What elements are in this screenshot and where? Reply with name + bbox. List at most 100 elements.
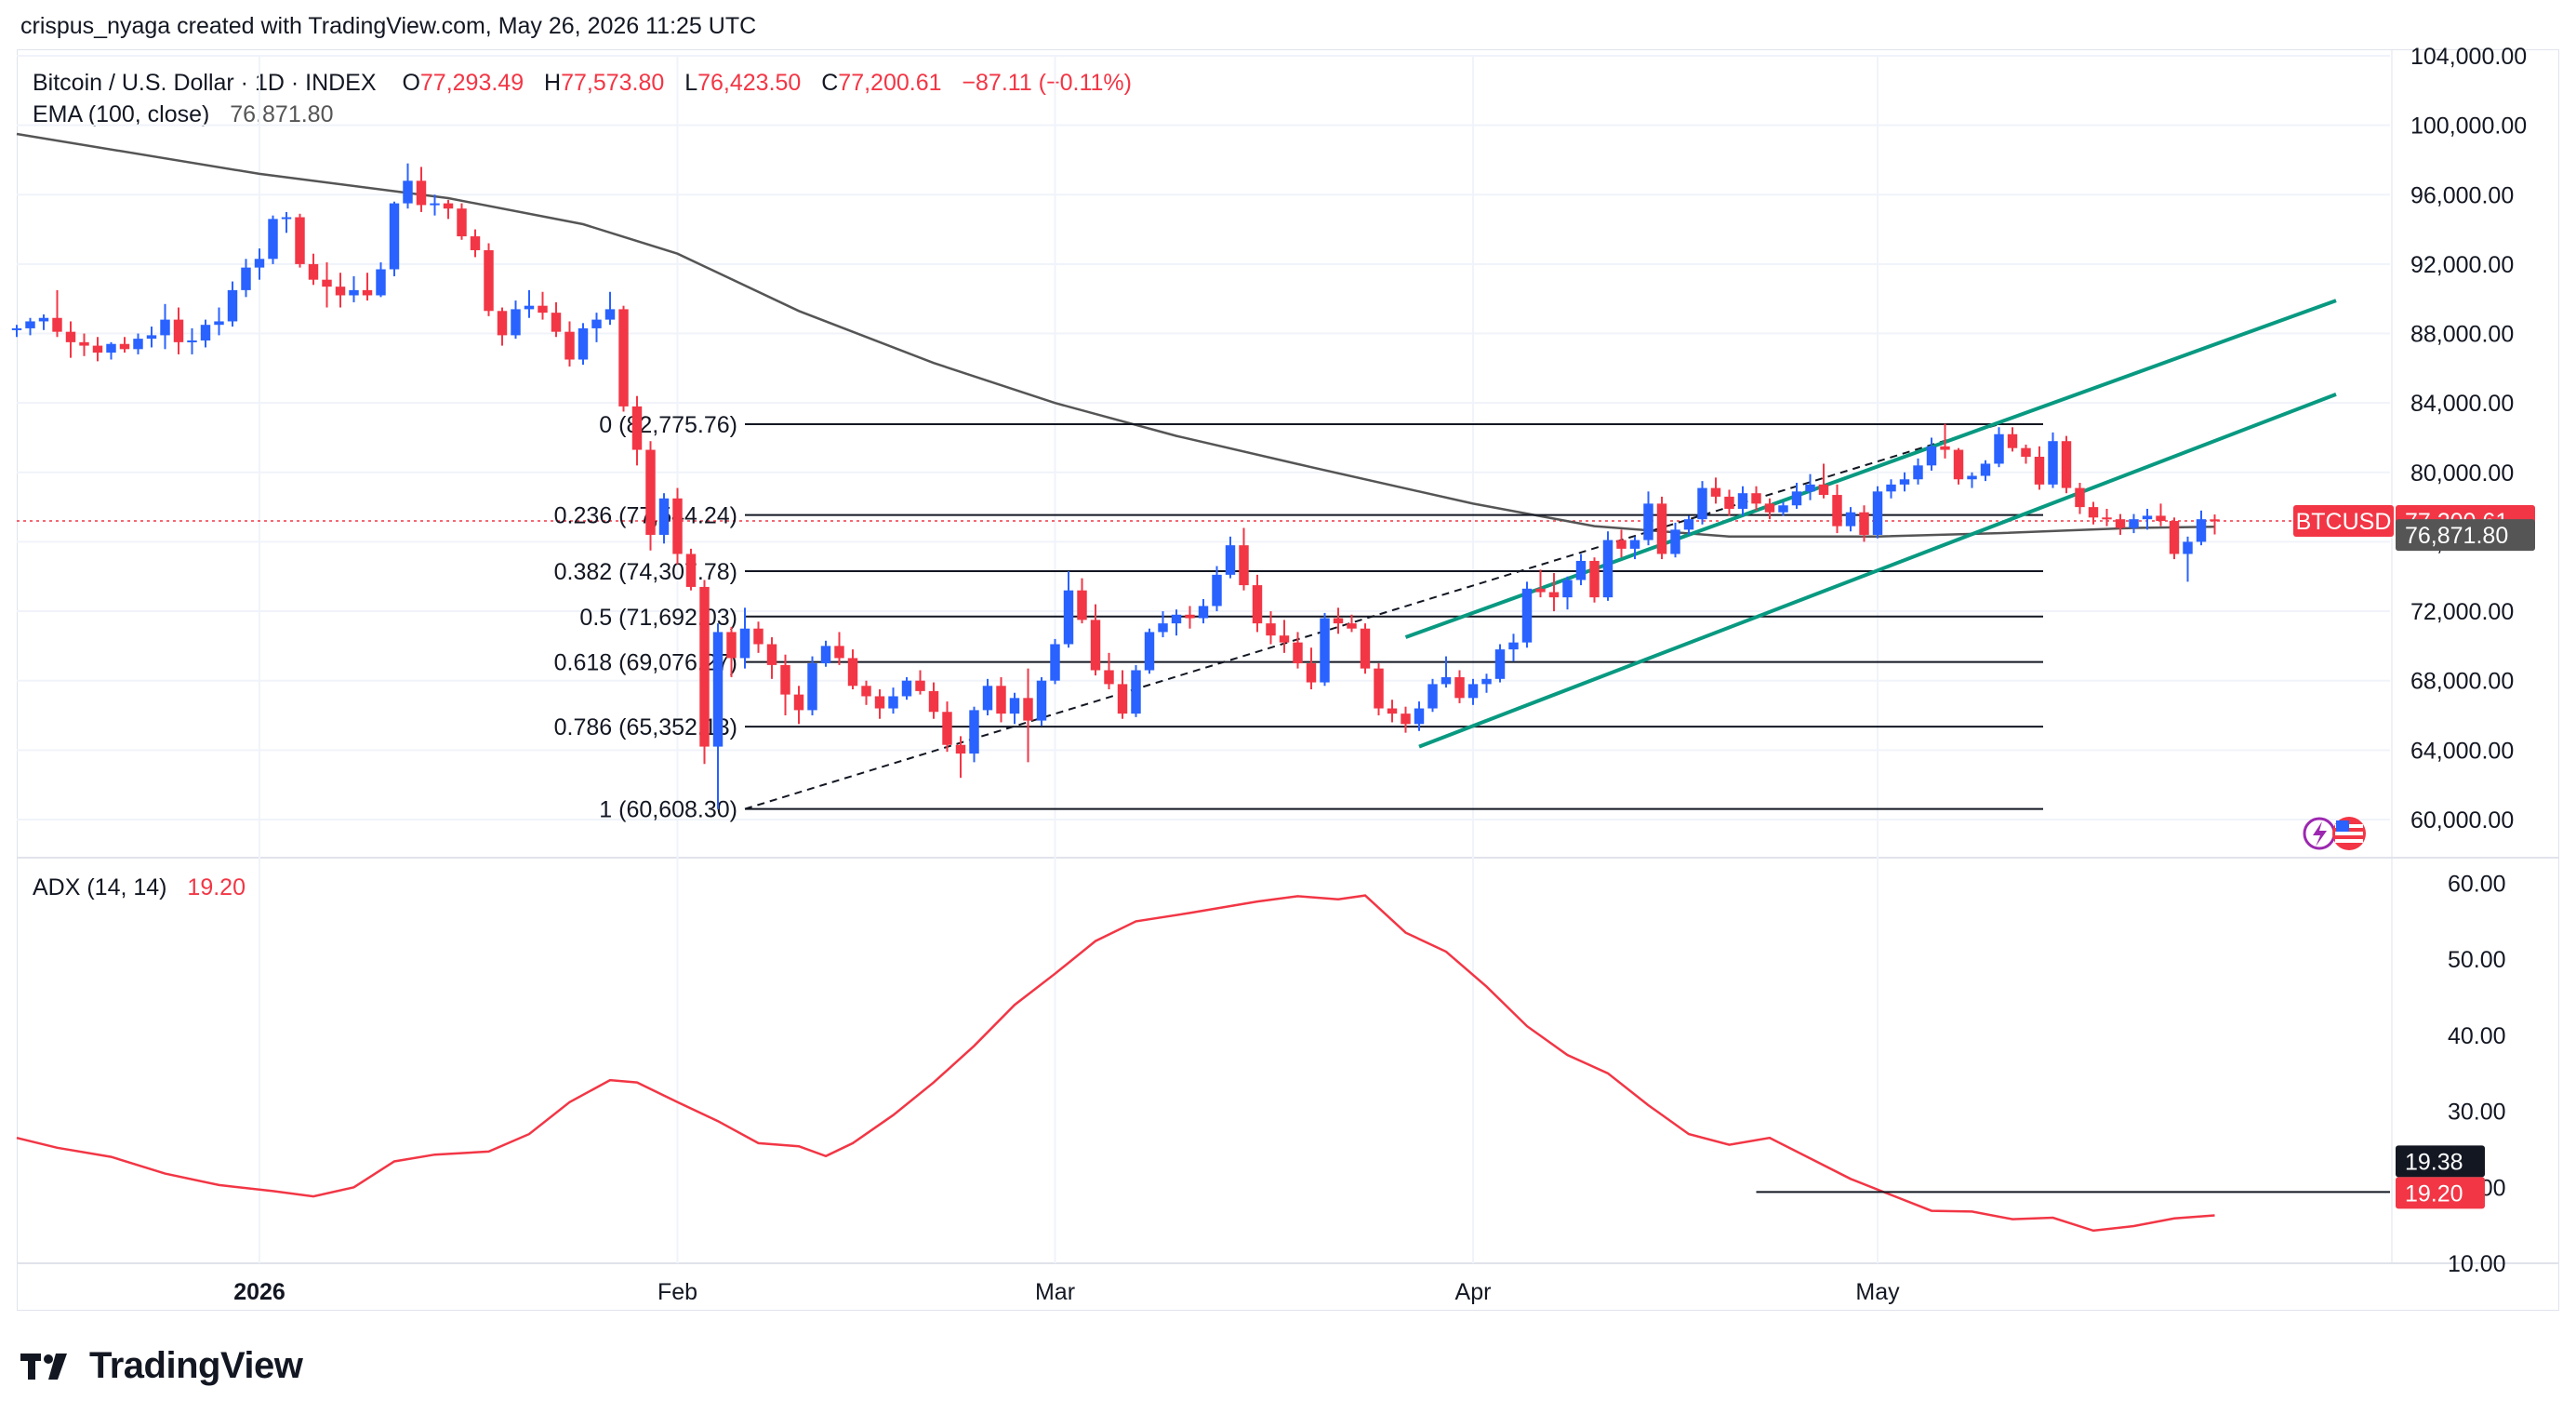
candle[interactable] <box>1845 507 1856 532</box>
candle[interactable] <box>1441 656 1452 688</box>
channel-upper-line[interactable] <box>1404 299 2337 639</box>
candle[interactable] <box>1360 623 1371 674</box>
candle[interactable] <box>1023 668 1033 763</box>
candle[interactable] <box>1616 529 1627 558</box>
candle[interactable] <box>820 640 831 667</box>
candle[interactable] <box>1670 522 1680 558</box>
candle[interactable] <box>1953 447 1964 485</box>
candle[interactable] <box>928 682 939 719</box>
candle[interactable] <box>604 291 616 326</box>
candle[interactable] <box>295 213 305 268</box>
candle[interactable] <box>187 327 197 354</box>
candle[interactable] <box>1252 574 1263 633</box>
candle[interactable] <box>766 637 777 679</box>
candle[interactable] <box>1225 536 1236 579</box>
candle[interactable] <box>1212 566 1222 612</box>
candle[interactable] <box>1171 609 1182 636</box>
candle[interactable] <box>214 307 224 336</box>
candle[interactable] <box>1320 612 1330 687</box>
candle[interactable] <box>1683 515 1694 535</box>
candle[interactable] <box>146 327 157 348</box>
candle[interactable] <box>874 689 885 719</box>
candle[interactable] <box>915 670 925 695</box>
candle[interactable] <box>1872 486 1883 539</box>
candle[interactable] <box>1508 633 1519 662</box>
candle[interactable] <box>1454 670 1465 703</box>
candle[interactable] <box>1629 536 1640 560</box>
candle[interactable] <box>524 289 535 318</box>
candle[interactable] <box>25 317 35 336</box>
candle[interactable] <box>2075 482 2085 514</box>
candle[interactable] <box>1374 663 1384 716</box>
candle[interactable] <box>349 275 359 302</box>
candle[interactable] <box>1481 673 1492 693</box>
candle[interactable] <box>403 163 413 209</box>
candle[interactable] <box>1832 484 1842 534</box>
candle[interactable] <box>322 262 332 308</box>
candle[interactable] <box>92 337 103 362</box>
candle[interactable] <box>119 337 130 353</box>
candle[interactable] <box>1967 472 1977 488</box>
candle[interactable] <box>1104 652 1114 690</box>
candle[interactable] <box>631 395 643 466</box>
candle[interactable] <box>1575 553 1587 586</box>
candle[interactable] <box>1926 437 1937 471</box>
candle[interactable] <box>1266 611 1276 645</box>
candle[interactable] <box>227 281 238 327</box>
candle[interactable] <box>106 341 116 360</box>
candle[interactable] <box>1306 647 1317 690</box>
candle[interactable] <box>1117 670 1128 719</box>
candle[interactable] <box>753 621 764 653</box>
candle[interactable] <box>1778 501 1788 516</box>
candle[interactable] <box>2088 501 2099 525</box>
candle[interactable] <box>1414 701 1425 731</box>
candle[interactable] <box>1818 463 1829 499</box>
fib-trend-line[interactable] <box>744 423 1999 810</box>
candle[interactable] <box>2115 513 2126 535</box>
candle[interactable] <box>470 229 481 258</box>
candle[interactable] <box>376 262 386 298</box>
candle[interactable] <box>1333 607 1344 634</box>
candle[interactable] <box>564 321 575 367</box>
candle[interactable] <box>578 323 589 366</box>
candle[interactable] <box>1239 527 1249 591</box>
candle[interactable] <box>38 314 49 330</box>
candle[interactable] <box>712 623 724 809</box>
candle[interactable] <box>888 687 898 714</box>
candle[interactable] <box>241 259 251 298</box>
candle[interactable] <box>1859 505 1869 542</box>
candle[interactable] <box>699 580 710 765</box>
candle[interactable] <box>1077 578 1087 624</box>
candle[interactable] <box>618 305 629 412</box>
adx-label[interactable]: ADX (14, 14) <box>33 874 167 900</box>
candle[interactable] <box>1697 481 1707 525</box>
candle[interactable] <box>1913 458 1923 485</box>
candle[interactable] <box>362 273 373 301</box>
candle[interactable] <box>2196 510 2207 546</box>
candle[interactable] <box>173 307 184 354</box>
candle[interactable] <box>1387 700 1398 723</box>
candle[interactable] <box>726 626 737 677</box>
candle[interactable] <box>1467 678 1479 705</box>
candle[interactable] <box>1980 460 1991 482</box>
us-flag-icon[interactable] <box>2332 817 2366 850</box>
candle[interactable] <box>1899 472 1910 492</box>
candle[interactable] <box>2061 435 2072 494</box>
candle[interactable] <box>969 706 979 763</box>
candle[interactable] <box>1158 611 1168 638</box>
candle[interactable] <box>901 676 912 700</box>
candle[interactable] <box>133 333 143 354</box>
candle[interactable] <box>160 303 170 350</box>
candle[interactable] <box>1198 598 1209 624</box>
candle[interactable] <box>2156 503 2166 527</box>
candle[interactable] <box>739 607 750 669</box>
ema-line[interactable] <box>16 132 2215 539</box>
symbol-title[interactable]: Bitcoin / U.S. Dollar · 1D · INDEX <box>33 70 377 96</box>
tradingview-logo[interactable]: TradingView <box>20 1345 303 1387</box>
candle[interactable] <box>497 307 508 346</box>
candle[interactable] <box>1036 676 1047 727</box>
candle[interactable] <box>807 656 817 716</box>
candle[interactable] <box>335 273 346 308</box>
candle[interactable] <box>1548 573 1560 612</box>
candle[interactable] <box>457 203 467 240</box>
